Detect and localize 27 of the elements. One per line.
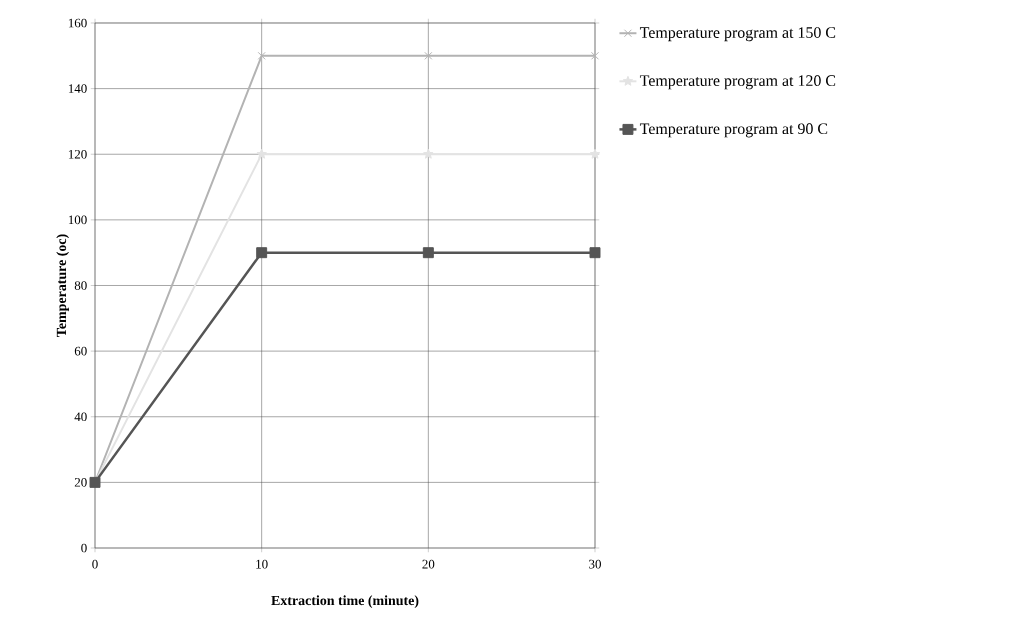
y-tick-label: 160 — [68, 18, 87, 28]
point — [423, 148, 434, 159]
point — [424, 51, 433, 60]
y-tick-label: 120 — [68, 149, 87, 159]
x-axis-title: Extraction time (minute) — [271, 595, 419, 608]
y-tick-label: 60 — [74, 346, 87, 356]
point — [590, 51, 600, 60]
point — [257, 51, 266, 60]
legend-label: Temperature program at 90 C — [639, 123, 828, 138]
y-tick-label: 80 — [74, 281, 87, 290]
point — [256, 247, 268, 259]
y-tick-label: 20 — [74, 478, 87, 487]
y-tick-label: 140 — [68, 84, 87, 93]
point — [422, 247, 434, 259]
x-tick-label: 30 — [589, 559, 601, 569]
legend-label: Temperature program at 150 C — [639, 27, 836, 42]
point — [589, 148, 601, 159]
x-tick-label: 0 — [92, 559, 98, 569]
y-tick-label: 100 — [68, 215, 87, 225]
y-axis-title: Temperature (oc) — [56, 234, 69, 337]
x-tick-label: 10 — [256, 559, 268, 569]
legend-label: Temperature program at 120 C — [639, 75, 836, 90]
point — [589, 247, 601, 259]
point — [256, 148, 267, 159]
y-tick-label: 0 — [81, 543, 87, 553]
y-tick-label: 40 — [74, 412, 87, 422]
x-tick-label: 20 — [422, 559, 435, 569]
